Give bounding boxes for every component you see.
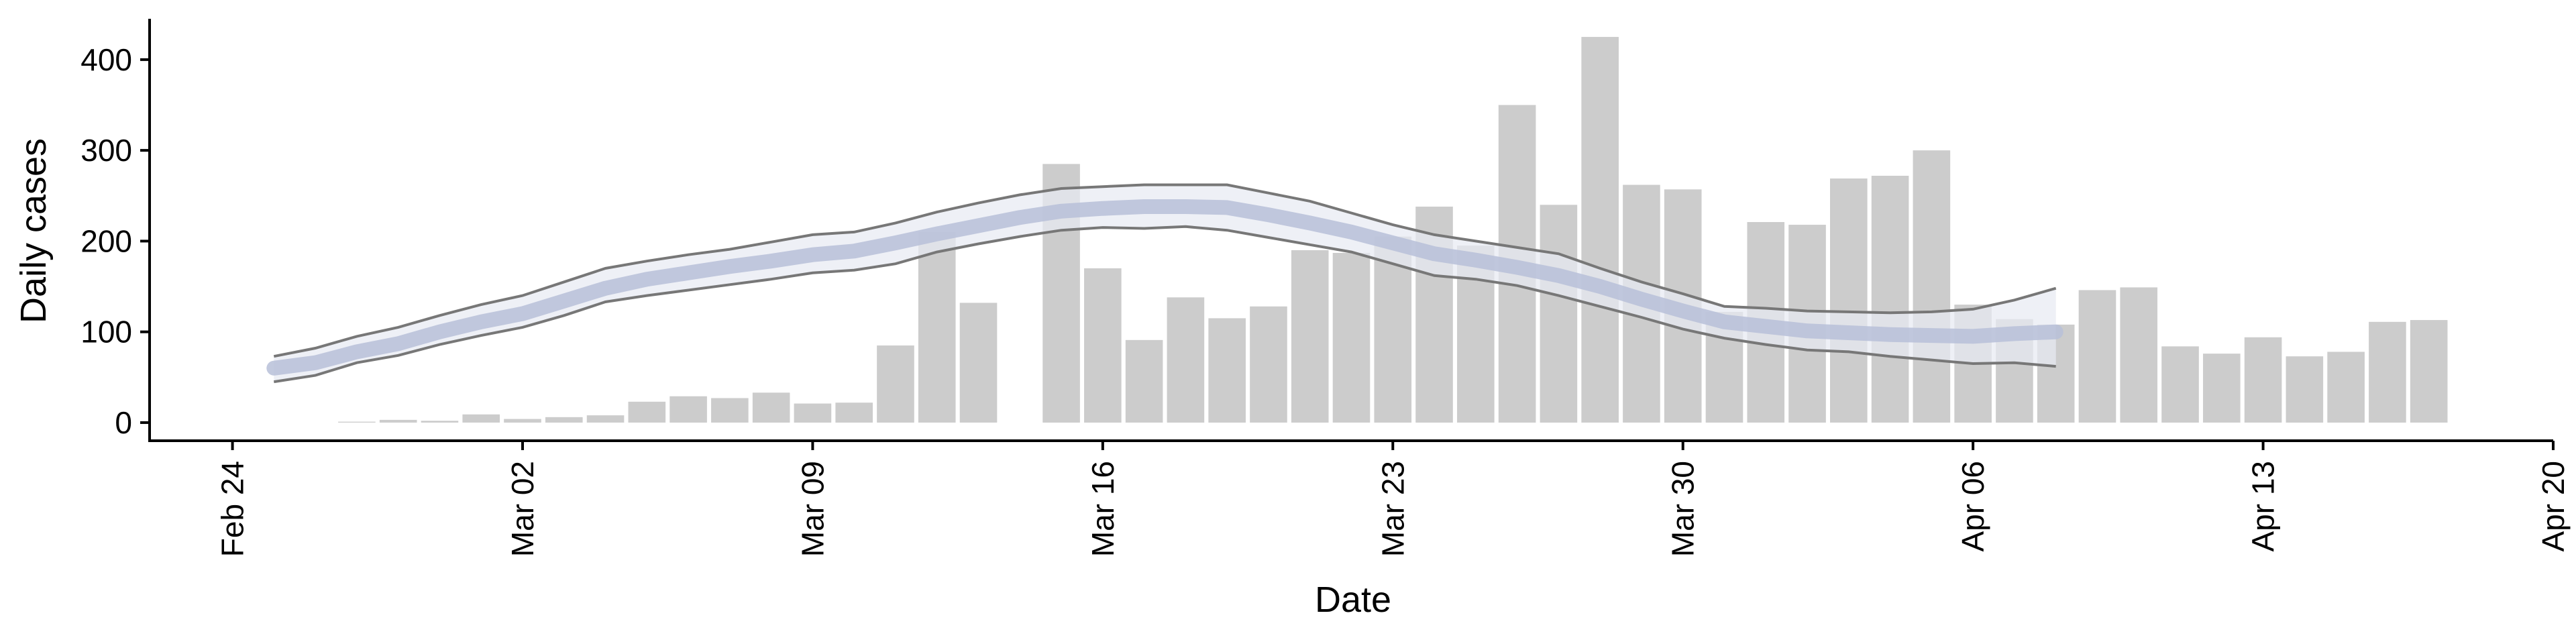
- bar: [877, 345, 914, 423]
- bar: [1332, 252, 1371, 423]
- x-tick-label: Mar 02: [505, 461, 540, 557]
- bar: [2078, 290, 2116, 423]
- axes-layer: [148, 19, 2553, 442]
- bar: [2286, 356, 2324, 423]
- y-tick-label: 400: [80, 42, 132, 77]
- y-tick-label: 200: [80, 223, 132, 258]
- bar: [2120, 287, 2158, 423]
- bar: [2244, 337, 2282, 423]
- bar: [2369, 321, 2406, 423]
- bar: [338, 421, 376, 423]
- x-tick-label: Apr 13: [2246, 461, 2281, 552]
- bar: [2161, 346, 2199, 423]
- bar: [628, 401, 666, 423]
- bar: [504, 419, 541, 423]
- bar: [586, 415, 625, 423]
- bar: [1167, 297, 1205, 423]
- bar: [2327, 352, 2365, 423]
- bar: [918, 231, 956, 423]
- median-line: [266, 199, 2063, 376]
- bar: [711, 398, 749, 423]
- upper-bound-line: [273, 183, 2057, 358]
- bar: [1540, 205, 1578, 423]
- bar: [959, 303, 998, 423]
- bar: [2202, 354, 2241, 423]
- x-tick-label: Apr 06: [1955, 461, 1990, 552]
- bars-layer: [338, 37, 2448, 423]
- y-tick-label: 300: [80, 133, 132, 168]
- lower-bound-line: [273, 225, 2056, 384]
- bar: [462, 414, 500, 423]
- bar: [1913, 150, 1951, 423]
- bar: [1125, 339, 1163, 423]
- y-tick-label: 0: [115, 405, 132, 440]
- bar: [421, 421, 459, 423]
- bar: [1871, 176, 1909, 423]
- bar: [1208, 318, 1246, 423]
- bar: [669, 396, 707, 423]
- x-tick-label: Mar 30: [1666, 461, 1701, 557]
- uncertainty-band-layer: [266, 183, 2063, 384]
- x-ticks: Feb 24 Mar 02 Mar 09 Mar 16 Mar 23 Mar 30 Apr …: [215, 441, 2571, 557]
- y-axis-title: Daily cases: [13, 138, 54, 323]
- bar: [1830, 178, 1868, 423]
- y-ticks: 0 100 200 300 400: [80, 42, 150, 440]
- y-tick-label: 100: [80, 315, 132, 350]
- bar: [835, 402, 873, 423]
- bar: [1084, 268, 1122, 423]
- x-tick-label: Mar 09: [795, 461, 830, 557]
- bar: [1250, 306, 1287, 423]
- bar: [1291, 250, 1329, 423]
- bar: [2410, 320, 2448, 423]
- bar: [794, 403, 832, 423]
- x-axis-title: Date: [1315, 580, 1391, 620]
- x-tick-label: Apr 20: [2536, 461, 2571, 552]
- x-tick-label: Feb 24: [215, 461, 250, 557]
- x-tick-label: Mar 16: [1085, 461, 1120, 557]
- x-tick-label: Mar 23: [1375, 461, 1410, 557]
- bar: [545, 417, 583, 423]
- bar: [752, 392, 790, 423]
- bar: [379, 419, 417, 423]
- bar: [1581, 37, 1619, 423]
